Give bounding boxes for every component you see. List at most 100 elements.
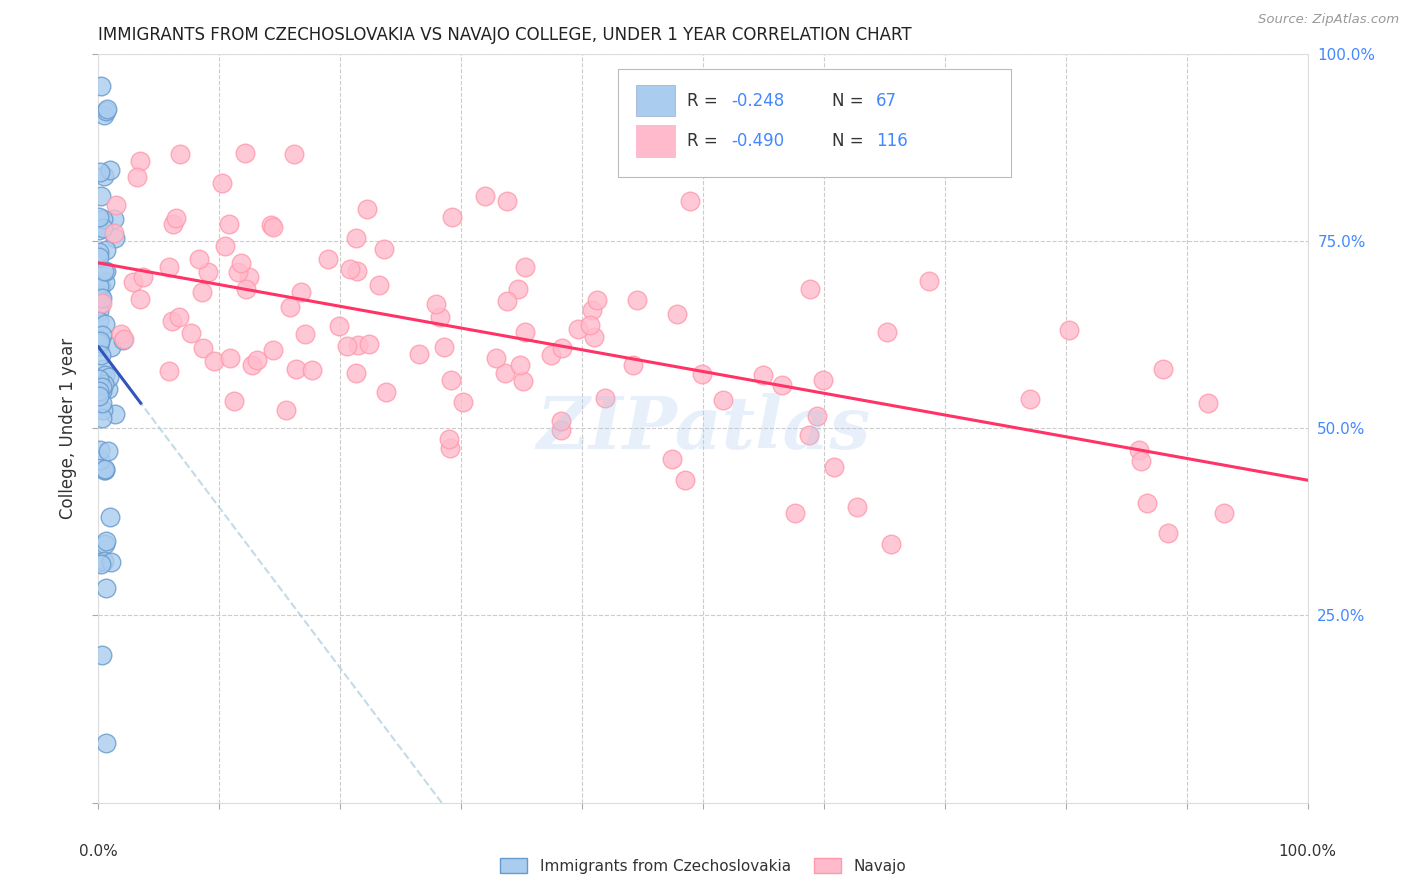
Point [278, 300, 301, 314]
Point [93, 463, 115, 477]
Point [96, 444, 118, 458]
Point [89, 286, 111, 301]
Point [233, 145, 256, 160]
Point [626, 293, 648, 307]
Point [621, 358, 644, 372]
Point [112, 332, 135, 346]
Text: 67: 67 [876, 92, 897, 110]
Point [316, 252, 339, 267]
Point [96, 243, 118, 257]
Point [344, 230, 367, 244]
Point [918, 273, 941, 287]
Point [344, 366, 367, 380]
Point [90, 78, 112, 93]
Point [1018, 392, 1040, 406]
Point [96, 534, 118, 549]
Point [103, 407, 125, 421]
Point [567, 322, 589, 336]
Legend: Immigrants from Czechoslovakia, Navajo: Immigrants from Czechoslovakia, Navajo [494, 852, 912, 880]
Point [408, 347, 430, 361]
Text: IMMIGRANTS FROM CZECHOSLOVAKIA VS NAVAJO COLLEGE, UNDER 1 YEAR CORRELATION CHART: IMMIGRANTS FROM CZECHOSLOVAKIA VS NAVAJO… [98, 26, 912, 44]
Point [582, 329, 605, 343]
Text: ZIPatlas: ZIPatlas [536, 392, 870, 464]
Point [100, 555, 122, 569]
Point [103, 211, 125, 226]
Point [846, 500, 869, 514]
Point [752, 368, 775, 383]
FancyBboxPatch shape [619, 69, 1011, 178]
Point [494, 366, 516, 380]
Point [1157, 525, 1180, 540]
Point [359, 336, 381, 351]
Point [437, 432, 460, 446]
Point [440, 373, 463, 387]
Point [162, 217, 184, 231]
Point [89, 384, 111, 398]
Point [290, 285, 312, 299]
Point [129, 154, 152, 169]
Point [783, 506, 806, 520]
Point [90, 348, 112, 362]
Point [87, 555, 110, 569]
Point [93, 211, 115, 226]
Point [90, 380, 112, 394]
Point [823, 459, 845, 474]
Text: 116: 116 [876, 132, 908, 150]
Point [191, 341, 214, 355]
Point [87, 336, 110, 351]
Point [169, 147, 191, 161]
Point [661, 452, 683, 467]
Point [346, 263, 368, 277]
Point [811, 373, 834, 387]
Point [94, 104, 117, 119]
Point [97, 382, 120, 396]
Point [301, 363, 323, 377]
Point [91, 221, 114, 235]
Text: N =: N = [832, 132, 869, 150]
Point [285, 362, 308, 376]
Point [433, 340, 456, 354]
Point [229, 256, 252, 270]
Point [110, 327, 132, 342]
Point [235, 282, 257, 296]
Point [581, 302, 603, 317]
Point [103, 226, 125, 240]
Point [506, 282, 529, 296]
Point [89, 371, 111, 385]
Text: R =: R = [688, 132, 723, 150]
Y-axis label: College, Under 1 year: College, Under 1 year [59, 337, 77, 519]
Point [770, 378, 793, 392]
Point [89, 334, 111, 349]
Point [122, 275, 145, 289]
Point [673, 473, 696, 487]
Point [274, 402, 297, 417]
Point [1136, 495, 1159, 509]
Point [98, 510, 121, 524]
Point [806, 409, 828, 423]
Point [224, 393, 246, 408]
Point [98, 370, 121, 384]
Point [197, 265, 219, 279]
Point [799, 283, 821, 297]
Point [496, 194, 519, 208]
Point [551, 342, 574, 356]
Point [93, 377, 115, 392]
Point [93, 537, 115, 551]
Point [104, 198, 127, 212]
Point [94, 463, 117, 477]
Point [89, 210, 111, 224]
Point [550, 414, 572, 428]
Point [90, 279, 112, 293]
Point [711, 392, 734, 407]
Point [513, 260, 536, 275]
Point [202, 354, 225, 368]
Point [98, 163, 121, 178]
Point [90, 291, 112, 305]
Point [260, 218, 283, 232]
Point [112, 333, 135, 347]
Point [89, 443, 111, 458]
Point [94, 368, 117, 382]
Point [90, 380, 112, 394]
Point [96, 581, 118, 595]
Point [368, 278, 391, 293]
